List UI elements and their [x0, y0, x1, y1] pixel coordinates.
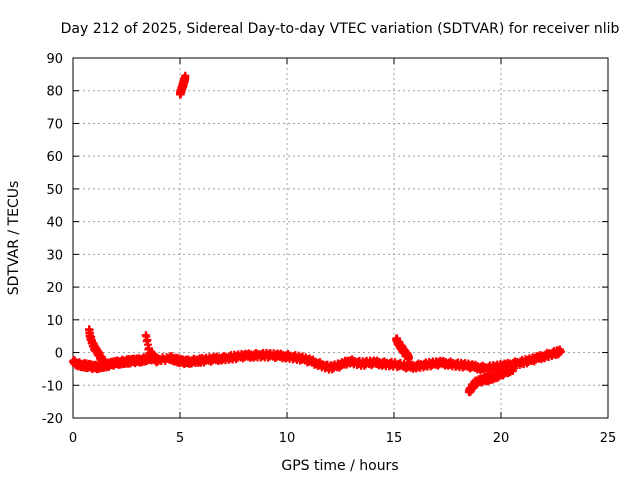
- grid-lines: [73, 58, 608, 418]
- series-dip-near-19h: [464, 362, 518, 397]
- x-tick-label: 25: [600, 431, 617, 446]
- y-tick-label: -10: [42, 379, 63, 394]
- x-tick-label: 5: [176, 431, 184, 446]
- y-tick-labels: -20 -10 0 10 20 30 40 50 60 70 80 90: [42, 52, 63, 427]
- data-point: [404, 354, 413, 363]
- y-axis-title: SDTVAR / TECUs: [6, 181, 22, 296]
- data-point: [149, 350, 158, 359]
- y-tick-label: 0: [55, 347, 63, 362]
- y-tick-label: 40: [46, 216, 63, 231]
- chart-title: Day 212 of 2025, Sidereal Day-to-day VTE…: [61, 21, 620, 37]
- series-isolated-points: [141, 331, 159, 362]
- x-tick-labels: 0 5 10 15 20 25: [69, 431, 616, 446]
- x-tick-label: 15: [386, 431, 403, 446]
- series-spike-near-15h: [392, 334, 413, 363]
- y-tick-label: 20: [46, 281, 63, 296]
- data-point: [181, 71, 190, 80]
- data-point: [509, 363, 518, 372]
- series-main-track: [69, 345, 565, 375]
- series-high-outlier: [176, 71, 190, 99]
- series-spike-near-1h: [85, 325, 107, 367]
- x-tick-label: 10: [279, 431, 296, 446]
- y-tick-label: 10: [46, 314, 63, 329]
- y-tick-label: -20: [42, 412, 63, 427]
- data-marks: [69, 71, 565, 397]
- y-tick-label: 70: [46, 117, 63, 132]
- y-tick-label: 90: [46, 52, 63, 67]
- y-tick-label: 80: [46, 85, 63, 100]
- y-tick-label: 30: [46, 248, 63, 263]
- data-point: [98, 355, 107, 364]
- plot-frame: [72, 57, 609, 419]
- y-tick-label: 50: [46, 183, 63, 198]
- data-point: [556, 347, 565, 356]
- axis-ticks: [72, 57, 609, 419]
- x-axis-title: GPS time / hours: [281, 458, 398, 474]
- y-tick-label: 60: [46, 150, 63, 165]
- x-tick-label: 20: [493, 431, 510, 446]
- x-tick-label: 0: [69, 431, 77, 446]
